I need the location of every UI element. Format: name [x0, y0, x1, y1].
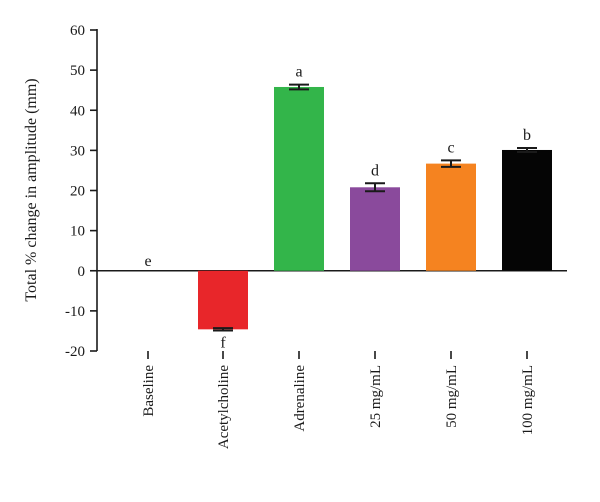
bar [426, 163, 476, 271]
significance-letters: e f a d c b [144, 64, 531, 352]
x-axis [97, 269, 567, 359]
significance-letter: b [523, 127, 531, 144]
error-bars [213, 83, 537, 332]
bar [502, 149, 552, 271]
x-tick-label: Baseline [141, 365, 157, 417]
bar [274, 86, 324, 271]
x-tick-label: Adrenaline [292, 365, 308, 432]
y-tick-label: -10 [65, 304, 85, 320]
bar [350, 187, 400, 271]
y-axis-title: Total % change in amplitude (mm) [23, 78, 40, 301]
y-tick-label: 20 [70, 184, 85, 200]
bars [198, 86, 552, 330]
x-tick-label: 50 mg/mL [444, 365, 460, 428]
significance-letter: f [220, 335, 226, 352]
y-tick-label: 60 [70, 23, 85, 39]
y-tick-label: 30 [70, 143, 85, 159]
y-tick-label: 0 [78, 264, 86, 280]
significance-letter: c [447, 139, 454, 156]
bar [198, 270, 248, 330]
y-tick-label: 40 [70, 103, 85, 119]
x-tick-label: Acetylcholine [216, 365, 232, 449]
y-tick-label: 50 [70, 63, 85, 79]
y-tick-label: -20 [65, 344, 85, 360]
significance-letter: d [371, 162, 379, 179]
category-labels: Baseline Acetylcholine Adrenaline 25 mg/mL 5… [141, 365, 536, 449]
y-axis: -20 -10 0 10 20 30 40 50 60 [65, 23, 98, 360]
significance-letter: a [295, 64, 302, 81]
x-tick-label: 25 mg/mL [368, 365, 384, 428]
x-tick-label: 100 mg/mL [520, 365, 536, 435]
y-tick-label: 10 [70, 224, 85, 240]
significance-letter: e [144, 253, 151, 270]
